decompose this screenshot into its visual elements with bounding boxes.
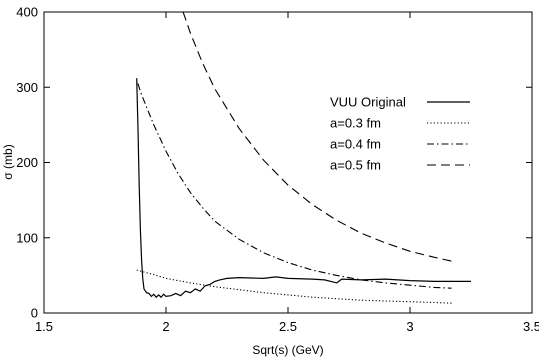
series-line-2 [137,270,452,303]
legend-label-4: a=0.5 fm [330,158,381,173]
y-tick-label: 200 [16,155,38,170]
x-tick-label: 3.5 [523,319,539,334]
y-axis-label: σ (mb) [1,144,15,179]
series-line-4 [183,12,451,261]
x-axis-label: Sqrt(s) (GeV) [252,343,323,357]
x-tick-label: 3 [406,319,413,334]
series-line-3 [138,84,452,289]
series-line-1 [137,78,471,297]
x-tick-label: 1.5 [35,319,53,334]
legend: VUU Original a=0.3 fm a=0.4 fm a=0.5 fm [330,95,470,173]
y-tick-label: 400 [16,5,38,20]
y-tick-label: 300 [16,80,38,95]
y-tick-label: 100 [16,230,38,245]
plot-frame [44,12,532,313]
legend-label-3: a=0.4 fm [330,137,381,152]
legend-label-1: VUU Original [330,95,406,110]
x-tick-label: 2.5 [279,319,297,334]
axis-ticks: 1.5 2 2.5 3 3.5 0 100 200 300 400 [16,5,539,335]
y-tick-label: 0 [31,306,38,321]
plot-marks [137,12,471,303]
x-tick-label: 2 [162,319,169,334]
legend-label-2: a=0.3 fm [330,116,381,131]
